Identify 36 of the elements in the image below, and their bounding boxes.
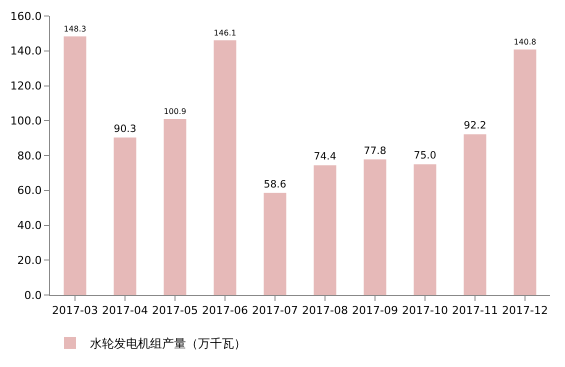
x-tick-label: 2017-04 [102,304,148,318]
bar [414,164,436,295]
y-tick-label: 80.0 [17,149,42,162]
bar [514,49,536,295]
y-tick-label: 20.0 [17,254,42,267]
y-tick-label: 60.0 [17,184,42,198]
y-tick-label: 140.0 [10,44,42,58]
y-tick-label: 160.0 [10,10,42,23]
legend-label: 水轮发电机组产量（万千瓦） [90,336,246,351]
data-label: 75.0 [414,150,436,162]
y-tick-label: 100.0 [10,114,42,128]
x-tick-label: 2017-12 [502,304,548,318]
x-tick-label: 2017-08 [302,304,348,318]
x-tick-label: 2017-11 [452,304,498,318]
y-tick-label: 0.0 [24,288,42,302]
y-tick-label: 40.0 [17,219,42,232]
bar [314,165,336,295]
x-tick-label: 2017-06 [202,304,248,318]
data-label: 58.6 [264,179,286,190]
bar [164,119,186,295]
bar [264,192,286,295]
bar [64,36,86,295]
bar [364,159,386,295]
data-label: 77.8 [364,146,386,157]
x-tick-label: 2017-07 [252,304,298,318]
bar [114,138,136,295]
data-label: 74.4 [314,152,336,163]
x-tick-label: 2017-03 [52,304,98,318]
data-label: 92.2 [464,120,486,132]
y-tick-label: 120.0 [10,80,42,93]
bar [214,40,236,295]
bar [464,134,486,295]
x-tick-label: 2017-10 [402,304,448,318]
x-tick-label: 2017-05 [152,304,198,318]
data-label: 90.3 [114,124,136,136]
x-tick-label: 2017-09 [352,304,398,318]
